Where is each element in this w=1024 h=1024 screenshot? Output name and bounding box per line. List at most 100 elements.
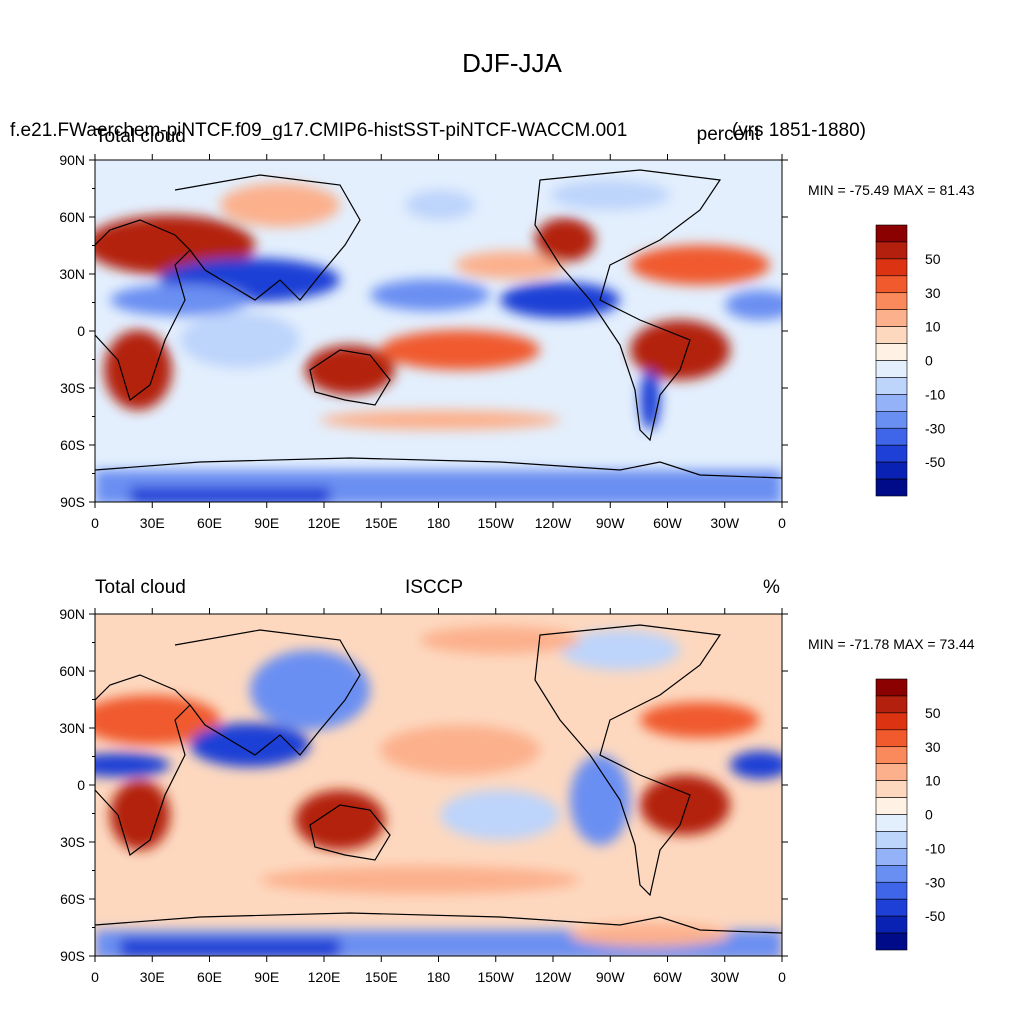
blob (630, 245, 770, 285)
panel2-map (95, 614, 782, 956)
panel1-lon-label: 90W (596, 515, 626, 531)
panel1-colorbar-swatch (875, 394, 908, 412)
blob (95, 695, 220, 745)
panel2-lat-label: 60S (60, 891, 85, 907)
panel1-colorbar-swatch (875, 224, 908, 243)
panel1-lon-label: 90E (254, 515, 279, 531)
blob (110, 780, 170, 850)
panel2-lon-label: 30W (710, 969, 740, 985)
panel1-right-label-overlap: percent (696, 124, 760, 145)
panel1-colorbar-label: 0 (925, 353, 933, 369)
panel2-colorbar-swatch (875, 695, 908, 714)
panel1-colorbar-swatch (875, 309, 908, 327)
blob (180, 312, 300, 368)
panel1-colorbar-swatch (875, 241, 908, 260)
panel2-lon-label: 150E (365, 969, 398, 985)
blob (380, 725, 540, 775)
panel1-lat-label: 60S (60, 437, 85, 453)
blob (110, 284, 250, 316)
coast-antarctica (95, 457, 782, 479)
panel2-center-label: ISCCP (405, 577, 464, 598)
panel1-colorbar-swatch (875, 326, 908, 344)
panel2-colorbar-label: -50 (925, 908, 945, 924)
coast-africa-europe (95, 219, 191, 401)
panel1-lon-label: 30E (140, 515, 165, 531)
panel2-lat-label: 60N (59, 663, 85, 679)
panel2-colorbar-swatch (875, 898, 908, 917)
coast-americas (534, 624, 722, 897)
blob (500, 282, 620, 318)
panel2-lon-label: 30E (140, 969, 165, 985)
panel2-colorbar-label: -10 (925, 840, 945, 856)
panel1-colorbar-swatch (875, 343, 908, 361)
panel1-lon-label: 180 (427, 515, 451, 531)
blob (550, 180, 670, 210)
panel1-colorbar: 50 30 10 0 -10 -30 -50 (875, 224, 945, 497)
panel2-colorbar-swatch (875, 746, 908, 764)
panel2-right-label: % (763, 577, 780, 598)
coast-asia (174, 174, 361, 301)
panel1-left-label: Total cloud (95, 126, 186, 147)
blob (405, 190, 475, 220)
panel2-colorbar-label: -30 (925, 874, 945, 890)
panel1-lat-label: 30N (59, 266, 85, 282)
blob (640, 702, 760, 738)
panel2-coastlines (95, 624, 782, 934)
panel1-lon-label: 120W (535, 515, 572, 531)
coast-africa-europe (95, 674, 191, 856)
panel1-lon-label: 30W (710, 515, 740, 531)
panel1-colorbar-swatch (875, 427, 908, 446)
panel1-colorbar-label: 30 (925, 285, 941, 301)
panel2-lat-label: 0 (77, 777, 85, 793)
panel1-colorbar-swatch (875, 275, 908, 294)
coast-asia (174, 629, 361, 756)
panel2-lon-label: 60W (653, 969, 683, 985)
panel2-colorbar-swatch (875, 932, 908, 951)
blob (560, 630, 680, 670)
panel2-colorbar-label: 50 (925, 705, 941, 721)
panel1-colorbar-swatch (875, 478, 908, 497)
panel2-lon-label: 90E (254, 969, 279, 985)
panel2-axes: 90N 60N 30N 0 30S 60S 90S 0 30E 60E 90E 120E 150E 180… (59, 606, 788, 985)
blob (640, 370, 660, 430)
antarctic-core (120, 938, 340, 956)
coast-australia (309, 349, 391, 406)
blob (725, 290, 782, 320)
panel2-lat-label: 30N (59, 720, 85, 736)
panel2-colorbar-swatch (875, 763, 908, 781)
panel1-lat-label: 0 (77, 323, 85, 339)
main-title: DJF-JJA (462, 48, 562, 78)
panel1-lon-label: 120E (308, 515, 341, 531)
panel1-lon-label: 0 (778, 515, 786, 531)
panel1-colorbar-swatch (875, 411, 908, 429)
blob (570, 755, 630, 845)
panel2-colorbar-swatch (875, 780, 908, 798)
blob (730, 751, 782, 779)
blob (320, 410, 560, 430)
panel1-colorbar-swatch (875, 292, 908, 310)
blob (295, 790, 385, 850)
panel2-lon-label: 0 (91, 969, 99, 985)
blob (570, 923, 730, 947)
panel1-colorbar-label: -10 (925, 386, 945, 402)
panel1-colorbar-label: 10 (925, 319, 941, 335)
panel2-colorbar-swatch (875, 881, 908, 900)
panel2-colorbar-swatch (875, 848, 908, 866)
panel1-lon-label: 150W (477, 515, 514, 531)
panel2-left-label: Total cloud (95, 577, 186, 598)
panel1-lat-label: 60N (59, 209, 85, 225)
panel1-minmax: MIN = -75.49 MAX = 81.43 (808, 182, 975, 198)
panel2-colorbar: 50 30 10 0 -10 -30 -50 (875, 678, 945, 951)
panel1-colorbar-label: -30 (925, 420, 945, 436)
panel1-case-name: f.e21.FWaerchem-piNTCF.f09_g17.CMIP6-his… (10, 120, 628, 141)
panel2-colorbar-label: 30 (925, 739, 941, 755)
panel1-colorbar-swatch (875, 377, 908, 395)
panel2-colorbar-label: 10 (925, 773, 941, 789)
coast-australia (309, 804, 391, 861)
panel1-lon-label: 60E (197, 515, 222, 531)
panel1-colorbar-label: 50 (925, 251, 941, 267)
panel1-colorbar-swatch (875, 360, 908, 378)
panel1-colorbar-swatch (875, 258, 908, 277)
blob (535, 218, 595, 262)
